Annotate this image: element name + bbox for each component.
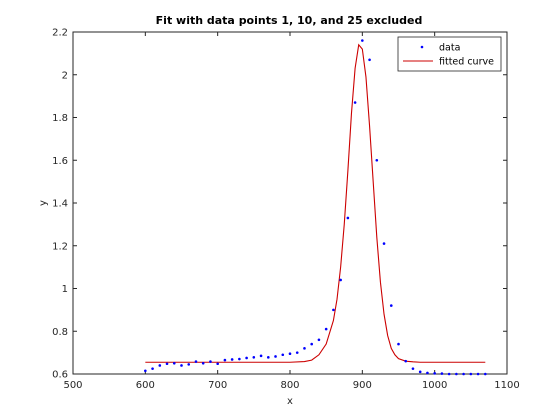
data-point [303, 347, 306, 350]
data-point [201, 362, 205, 365]
data-point [346, 216, 350, 220]
data-point [267, 356, 270, 359]
legend-marker-data [420, 45, 424, 49]
data-point [368, 58, 371, 62]
data-point [382, 242, 386, 245]
x-tick-label: 1100 [494, 380, 519, 391]
legend-box [397, 36, 502, 72]
data-point [332, 308, 335, 312]
data-point [223, 358, 227, 362]
x-tick-label: 700 [208, 380, 227, 391]
x-axis: 500 600 700 800 900 1000 1100 [63, 32, 520, 391]
y-axis: 0.6 0.8 1 1.2 1.4 1.6 1.8 2 2.2 [52, 28, 507, 381]
legend-label: fitted curve [439, 57, 494, 68]
fitted-curve-line [145, 43, 486, 363]
data-point [476, 372, 480, 376]
data-point [187, 363, 191, 366]
data-point [397, 342, 400, 346]
data-point [462, 372, 465, 376]
data-point [317, 338, 321, 342]
data-point [310, 342, 314, 346]
data-point [288, 352, 292, 355]
data-point [469, 372, 473, 376]
data-point [165, 362, 169, 366]
data-point [216, 362, 219, 366]
y-tick-label: 0.6 [52, 370, 68, 381]
data-point [245, 356, 248, 360]
data-point [172, 362, 176, 365]
data-point [433, 372, 436, 375]
chart-title: Fit with data points 1, 10, and 25 exclu… [156, 14, 423, 27]
data-point [418, 370, 422, 374]
data-point [455, 372, 458, 376]
data-point [238, 357, 241, 361]
data-point [447, 372, 451, 376]
data-point [209, 360, 212, 363]
data-point [440, 372, 444, 375]
data-point [295, 351, 299, 354]
y-tick-label: 1.8 [52, 113, 68, 124]
legend-items: data fitted curve [403, 43, 494, 68]
y-tick-label: 0.8 [52, 327, 68, 338]
data-point [426, 371, 429, 375]
data-point [389, 304, 393, 307]
data-point [375, 158, 379, 162]
data-point [230, 358, 234, 361]
y-tick-label: 1.6 [52, 156, 68, 167]
data-point [411, 367, 415, 370]
legend: data fitted curve [397, 36, 502, 72]
y-tick-label: 1.2 [52, 241, 68, 252]
x-tick-label: 900 [353, 380, 372, 391]
data-point [324, 327, 328, 331]
y-tick-label: 1 [62, 284, 68, 295]
x-tick-label: 600 [136, 380, 155, 391]
y-tick-label: 2.2 [52, 28, 68, 39]
data-point [361, 39, 364, 42]
x-tick-label: 800 [280, 380, 299, 391]
data-point [353, 101, 357, 104]
data-point [404, 359, 408, 363]
data-point [274, 355, 277, 358]
data-point [252, 356, 256, 359]
y-tick-label: 2 [62, 70, 68, 81]
data-point [158, 364, 162, 367]
x-axis-label: x [287, 396, 293, 407]
data-point [180, 364, 183, 367]
data-point [484, 372, 487, 376]
data-point [259, 354, 263, 358]
legend-label: data [439, 43, 460, 54]
series-layer [144, 39, 487, 376]
y-axis-label: y [38, 200, 49, 206]
x-tick-label: 500 [63, 380, 82, 391]
data-point [339, 278, 342, 282]
data-point [281, 353, 285, 357]
x-tick-label: 1000 [422, 380, 447, 391]
y-tick-label: 1.4 [52, 199, 68, 210]
data-point [151, 367, 154, 370]
data-point [144, 369, 147, 373]
plot-area [72, 31, 508, 375]
data-point [194, 360, 198, 363]
